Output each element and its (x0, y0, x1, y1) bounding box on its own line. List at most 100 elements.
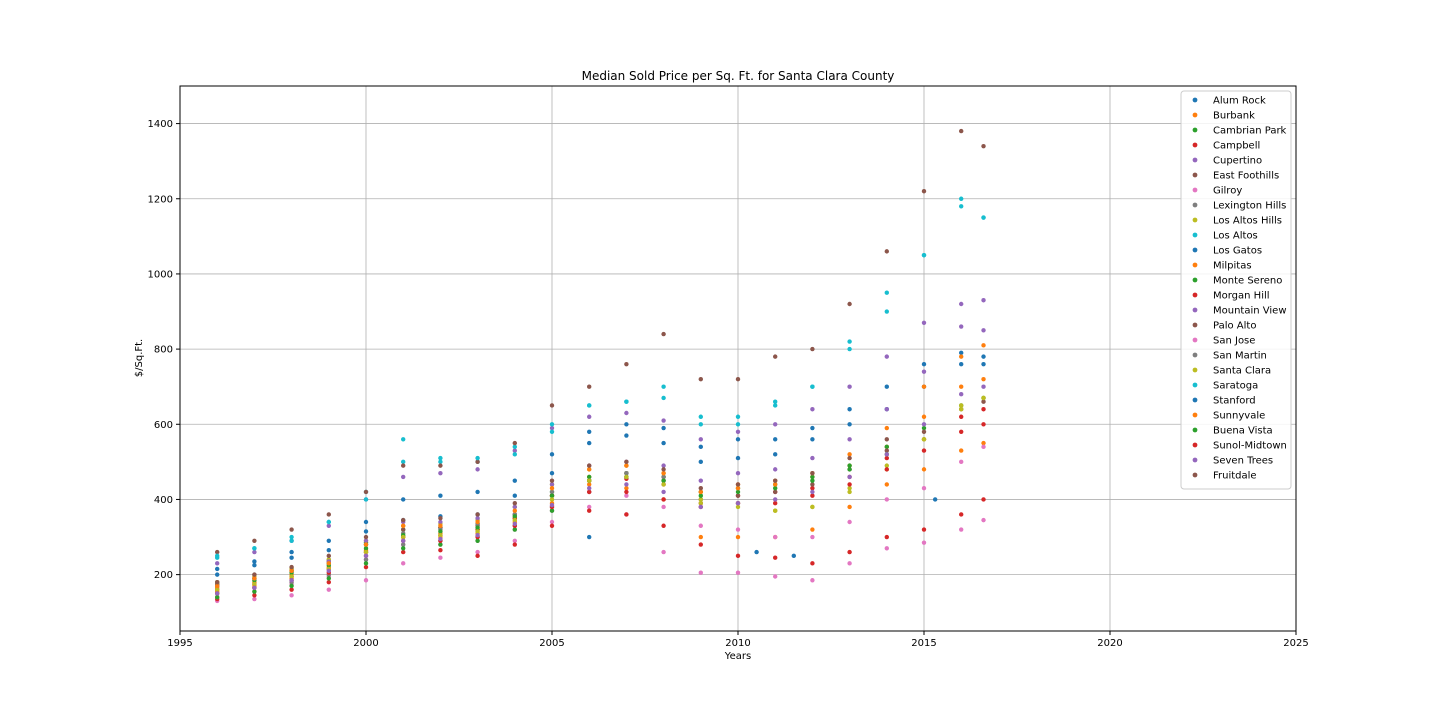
data-point (847, 422, 852, 427)
data-point (773, 452, 778, 457)
data-point (587, 403, 592, 408)
data-point (438, 455, 443, 461)
data-point (959, 128, 964, 134)
y-tick-label: 1200 (148, 194, 173, 205)
data-point (847, 384, 852, 389)
data-point (735, 534, 741, 540)
chart-title: Median Sold Price per Sq. Ft. for Santa … (582, 69, 895, 83)
data-point (981, 384, 986, 389)
legend-label: Lexington Hills (1213, 201, 1286, 212)
data-point (661, 425, 666, 431)
data-point (326, 561, 331, 566)
data-point (661, 474, 666, 480)
series-seven-trees (215, 384, 986, 596)
legend-marker (1192, 142, 1198, 148)
data-point (921, 467, 927, 472)
data-point (289, 564, 294, 570)
legend-entry: Buena Vista (1192, 426, 1273, 437)
data-point (289, 549, 294, 555)
data-point (884, 354, 889, 359)
data-point (587, 489, 592, 495)
data-point (587, 478, 592, 483)
data-point (252, 549, 257, 555)
data-point (587, 429, 592, 434)
data-point (549, 485, 555, 491)
data-point (847, 549, 852, 555)
data-point (363, 497, 369, 502)
data-point (512, 508, 517, 513)
legend-entry: Morgan Hill (1192, 291, 1270, 302)
data-point (363, 553, 369, 559)
data-point (512, 440, 517, 446)
data-point (401, 437, 406, 442)
data-point (289, 538, 294, 543)
legend-entry: Sunol-Midtown (1192, 441, 1287, 452)
data-point (959, 392, 964, 397)
data-point (624, 474, 629, 480)
legend-label: Morgan Hill (1213, 291, 1270, 302)
legend-entry: Palo Alto (1192, 321, 1256, 332)
legend-entry: Gilroy (1192, 186, 1242, 197)
data-point (512, 542, 517, 547)
data-point (363, 538, 369, 543)
data-point (587, 504, 592, 510)
legend-entry: Los Altos Hills (1192, 216, 1282, 227)
data-point (624, 489, 629, 495)
data-point (773, 497, 778, 502)
data-point (981, 399, 986, 404)
data-point (661, 504, 666, 510)
data-point (921, 384, 927, 389)
data-point (959, 301, 964, 307)
data-point (624, 463, 629, 468)
data-point (549, 429, 555, 434)
data-point (289, 534, 294, 540)
x-tick-label: 2010 (725, 638, 750, 649)
legend-label: Milpitas (1213, 261, 1252, 272)
data-point (661, 467, 666, 472)
data-point (810, 384, 815, 389)
data-point (884, 407, 889, 412)
data-point (438, 536, 443, 542)
legend-label: Sunnyvale (1213, 411, 1265, 422)
data-point (884, 249, 889, 254)
data-point (698, 497, 703, 502)
data-point (884, 546, 889, 551)
data-point (981, 440, 986, 446)
legend-marker (1192, 157, 1198, 163)
data-point (810, 407, 815, 412)
data-point (438, 523, 443, 528)
data-point (735, 482, 741, 487)
data-point (661, 478, 666, 483)
series-saratoga (215, 196, 986, 559)
legend-label: Sunol-Midtown (1213, 441, 1287, 452)
data-point (847, 482, 852, 487)
data-point (587, 463, 592, 468)
data-point (289, 587, 294, 592)
data-point (363, 561, 369, 566)
data-point (810, 527, 815, 532)
data-point (549, 422, 555, 427)
data-point (981, 328, 986, 333)
data-point (847, 467, 852, 472)
data-point (981, 354, 986, 359)
data-point (698, 478, 703, 483)
legend-entry: Cambrian Park (1192, 126, 1287, 137)
data-point (661, 549, 666, 555)
data-point (587, 414, 592, 419)
data-point (549, 519, 555, 525)
legend: Alum Rock Burbank Cambrian Park Campbell Cup… (1180, 90, 1292, 490)
data-point (773, 534, 778, 540)
data-point (438, 555, 443, 560)
legend-label: Burbank (1213, 111, 1255, 122)
legend-entry: Lexington Hills (1192, 201, 1286, 212)
legend-label: Alum Rock (1213, 96, 1266, 107)
data-point (698, 534, 703, 540)
data-point (549, 425, 555, 431)
legend-marker (1192, 112, 1198, 118)
series-los-gatos (215, 350, 986, 577)
data-point (981, 343, 986, 348)
data-point (884, 309, 889, 314)
data-point (363, 534, 369, 540)
data-point (810, 493, 815, 498)
